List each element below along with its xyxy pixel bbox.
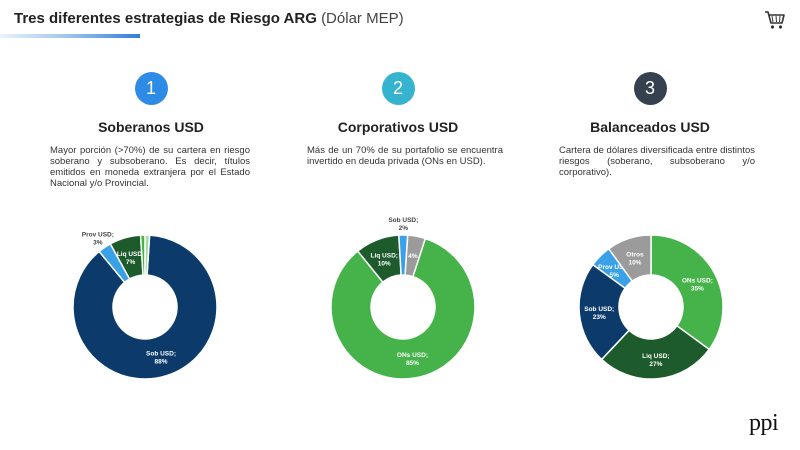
donut-segment	[607, 234, 652, 283]
strategy-soberanos: 1 Soberanos USD Mayor porción (>70%) de …	[36, 70, 266, 189]
strategy-title: Corporativos USD	[337, 119, 459, 135]
step-number-badge: 3	[633, 72, 667, 105]
donut-chart-balanceados: ONs USD; 35% Liq USD; 27% Sob USD; 23% Prov US…	[578, 234, 724, 380]
page-title-sub: (Dólar MEP)	[321, 10, 404, 27]
donut-segment	[72, 234, 218, 380]
donut-segment	[404, 234, 427, 278]
segment-label: Sob USD; 88%	[146, 350, 176, 365]
strategy-description: Cartera de dólares diversificada entre d…	[559, 145, 755, 178]
donut-chart-soberanos: Sob USD; 88% Prov USD; 3%Liq USD; 7%	[72, 231, 218, 380]
segment-label: Prov USD; 5%	[598, 264, 630, 279]
donut-segment	[144, 234, 151, 276]
step-number-badge: 1	[134, 72, 168, 105]
segment-label: Sob USD; 23%	[584, 306, 614, 321]
segment-label: 4%	[408, 253, 418, 260]
segment-label: ONs USD; 85%	[397, 352, 428, 367]
donut-segment	[600, 324, 711, 380]
segment-label: ONs USD; 35%	[682, 277, 713, 292]
page-title-main: Tres diferentes estrategias de Riesgo AR…	[14, 10, 317, 27]
strategy-title: Soberanos USD	[98, 119, 204, 135]
shopping-cart-icon[interactable]	[764, 10, 786, 30]
segment-label: Liq USD; 10%	[370, 253, 397, 268]
strategy-corporativos: 2 Corporativos USD Más de un 70% de su p…	[283, 70, 513, 167]
donut-segment	[650, 234, 724, 351]
page-title: Tres diferentes estrategias de Riesgo AR…	[14, 10, 404, 27]
ppi-logo: ppi	[749, 410, 779, 436]
segment-label: Prov USD; 3%	[82, 231, 114, 246]
donut-segment	[578, 263, 631, 361]
segment-label: Liq USD; 7%	[117, 251, 144, 266]
strategy-description: Mayor porción (>70%) de su cartera en ri…	[50, 145, 250, 189]
strategy-title: Balanceados USD	[590, 119, 710, 135]
strategy-description: Más de un 70% de su portafolio se encuen…	[307, 145, 503, 167]
title-underline	[0, 34, 140, 38]
segment-label: Otros 10%	[626, 252, 644, 267]
segment-label: Sob USD; 2%	[388, 217, 418, 232]
step-number-badge: 2	[381, 72, 415, 105]
donut-chart-corporativos: ONs USD; 85% Liq USD; 10% Sob USD; 2% 4%	[330, 217, 476, 380]
strategy-balanceados: 3 Balanceados USD Cartera de dólares div…	[535, 70, 765, 178]
segment-label: Liq USD; 27%	[642, 353, 669, 368]
donut-segment	[330, 237, 476, 380]
